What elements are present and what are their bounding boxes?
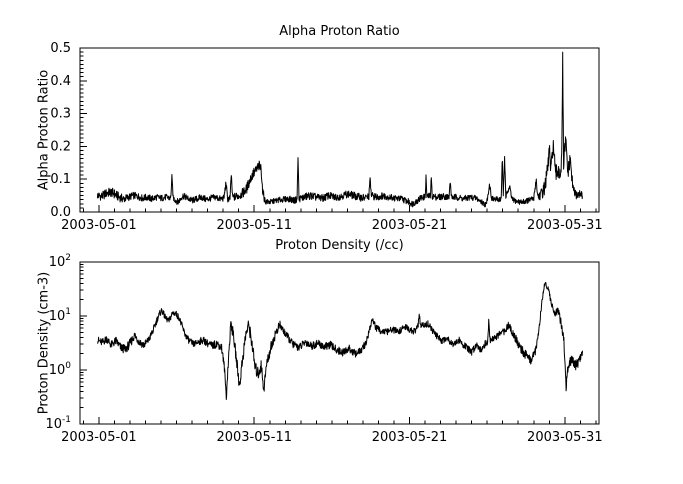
tick-labels: 2003-05-01 2003-05-11 2003-05-21 2003-05-31…: [45, 253, 602, 445]
svg-text:2003-05-01: 2003-05-01: [61, 430, 137, 445]
svg-text:100: 100: [49, 361, 72, 378]
proton-density-series-line: [97, 281, 583, 400]
svg-text:2003-05-31: 2003-05-31: [527, 430, 603, 445]
axis-ticks: [80, 47, 597, 213]
svg-text:2003-05-11: 2003-05-11: [216, 430, 292, 445]
alpha-proton-ratio-series-line: [96, 51, 583, 208]
svg-text:2003-05-21: 2003-05-21: [372, 218, 448, 233]
svg-text:0.0: 0.0: [50, 205, 71, 220]
svg-text:0.4: 0.4: [50, 74, 71, 89]
proton-density-y-axis-label: Proton Density (cm-3): [36, 271, 52, 415]
svg-text:0.3: 0.3: [50, 107, 71, 122]
proton-density-title: Proton Density (/cc): [275, 238, 404, 253]
svg-text:0.1: 0.1: [50, 172, 71, 187]
alpha-proton-ratio-y-axis-label: Alpha Proton Ratio: [36, 69, 52, 191]
svg-text:0.5: 0.5: [50, 41, 71, 56]
svg-text:2003-05-01: 2003-05-01: [61, 218, 137, 233]
svg-text:10-1: 10-1: [45, 415, 71, 432]
svg-text:2003-05-21: 2003-05-21: [372, 430, 448, 445]
axis-ticks: [80, 261, 597, 425]
plot-frame: [79, 261, 600, 425]
tick-labels: 2003-05-01 2003-05-11 2003-05-21 2003-05-31…: [50, 41, 602, 233]
svg-text:2003-05-31: 2003-05-31: [527, 218, 603, 233]
svg-text:102: 102: [49, 253, 71, 270]
svg-text:101: 101: [49, 307, 71, 324]
svg-text:0.2: 0.2: [50, 139, 71, 154]
svg-text:2003-05-11: 2003-05-11: [216, 218, 292, 233]
alpha-proton-ratio-title: Alpha Proton Ratio: [279, 24, 400, 39]
